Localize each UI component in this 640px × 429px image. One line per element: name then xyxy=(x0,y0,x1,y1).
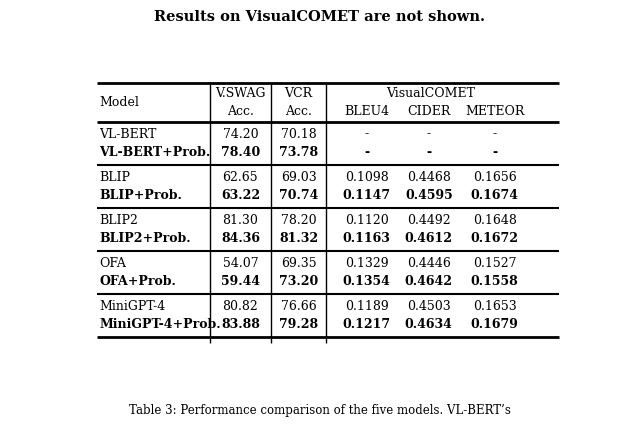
Text: 0.1189: 0.1189 xyxy=(345,300,388,313)
Text: 59.44: 59.44 xyxy=(221,275,260,288)
Text: 0.1674: 0.1674 xyxy=(470,189,518,202)
Text: 0.4468: 0.4468 xyxy=(407,171,451,184)
Text: METEOR: METEOR xyxy=(465,105,524,118)
Text: 80.82: 80.82 xyxy=(223,300,259,313)
Text: 78.40: 78.40 xyxy=(221,146,260,159)
Text: 0.4642: 0.4642 xyxy=(404,275,452,288)
Text: 0.4595: 0.4595 xyxy=(405,189,452,202)
Text: -: - xyxy=(364,146,369,159)
Text: BLIP2+Prob.: BLIP2+Prob. xyxy=(99,232,191,245)
Text: 0.1217: 0.1217 xyxy=(342,318,391,331)
Text: -: - xyxy=(427,127,431,141)
Text: MiniGPT-4: MiniGPT-4 xyxy=(99,300,166,313)
Text: 69.03: 69.03 xyxy=(281,171,316,184)
Text: Acc.: Acc. xyxy=(285,105,312,118)
Text: 69.35: 69.35 xyxy=(281,257,316,270)
Text: 0.1648: 0.1648 xyxy=(473,214,516,227)
Text: 0.1672: 0.1672 xyxy=(470,232,518,245)
Text: OFA: OFA xyxy=(99,257,126,270)
Text: 0.4503: 0.4503 xyxy=(407,300,451,313)
Text: 70.74: 70.74 xyxy=(279,189,318,202)
Text: Table 3: Performance comparison of the five models. VL-BERT’s: Table 3: Performance comparison of the f… xyxy=(129,404,511,417)
Text: BLIP+Prob.: BLIP+Prob. xyxy=(99,189,182,202)
Text: 0.4612: 0.4612 xyxy=(404,232,452,245)
Text: 0.4446: 0.4446 xyxy=(407,257,451,270)
Text: OFA+Prob.: OFA+Prob. xyxy=(99,275,176,288)
Text: 79.28: 79.28 xyxy=(279,318,318,331)
Text: 0.1163: 0.1163 xyxy=(343,232,390,245)
Text: 0.1120: 0.1120 xyxy=(345,214,388,227)
Text: V.SWAG: V.SWAG xyxy=(215,87,266,100)
Text: 0.1354: 0.1354 xyxy=(343,275,390,288)
Text: 81.30: 81.30 xyxy=(223,214,259,227)
Text: -: - xyxy=(493,127,497,141)
Text: 0.1527: 0.1527 xyxy=(473,257,516,270)
Text: CIDER: CIDER xyxy=(407,105,451,118)
Text: BLIP2: BLIP2 xyxy=(99,214,138,227)
Text: 83.88: 83.88 xyxy=(221,318,260,331)
Text: VL-BERT+Prob.: VL-BERT+Prob. xyxy=(99,146,211,159)
Text: 0.4634: 0.4634 xyxy=(405,318,452,331)
Text: 0.1098: 0.1098 xyxy=(345,171,388,184)
Text: VCR: VCR xyxy=(285,87,312,100)
Text: 0.1558: 0.1558 xyxy=(471,275,518,288)
Text: 0.1679: 0.1679 xyxy=(470,318,518,331)
Text: Model: Model xyxy=(99,96,140,109)
Text: 78.20: 78.20 xyxy=(281,214,316,227)
Text: 84.36: 84.36 xyxy=(221,232,260,245)
Text: VisualCOMET: VisualCOMET xyxy=(386,87,475,100)
Text: -: - xyxy=(492,146,497,159)
Text: BLEU4: BLEU4 xyxy=(344,105,389,118)
Text: 54.07: 54.07 xyxy=(223,257,258,270)
Text: 0.4492: 0.4492 xyxy=(407,214,451,227)
Text: VL-BERT: VL-BERT xyxy=(99,127,157,141)
Text: 63.22: 63.22 xyxy=(221,189,260,202)
Text: -: - xyxy=(365,127,369,141)
Text: MiniGPT-4+Prob.: MiniGPT-4+Prob. xyxy=(99,318,221,331)
Text: 0.1656: 0.1656 xyxy=(473,171,516,184)
Text: 74.20: 74.20 xyxy=(223,127,258,141)
Text: 81.32: 81.32 xyxy=(279,232,318,245)
Text: BLIP: BLIP xyxy=(99,171,131,184)
Text: 70.18: 70.18 xyxy=(281,127,316,141)
Text: Acc.: Acc. xyxy=(227,105,254,118)
Text: 0.1653: 0.1653 xyxy=(473,300,516,313)
Text: 0.1329: 0.1329 xyxy=(345,257,388,270)
Text: 0.1147: 0.1147 xyxy=(342,189,391,202)
Text: 73.20: 73.20 xyxy=(279,275,318,288)
Text: 76.66: 76.66 xyxy=(281,300,316,313)
Text: -: - xyxy=(426,146,431,159)
Text: 62.65: 62.65 xyxy=(223,171,258,184)
Text: 73.78: 73.78 xyxy=(279,146,318,159)
Text: Results on VisualCOMET are not shown.: Results on VisualCOMET are not shown. xyxy=(154,10,486,24)
